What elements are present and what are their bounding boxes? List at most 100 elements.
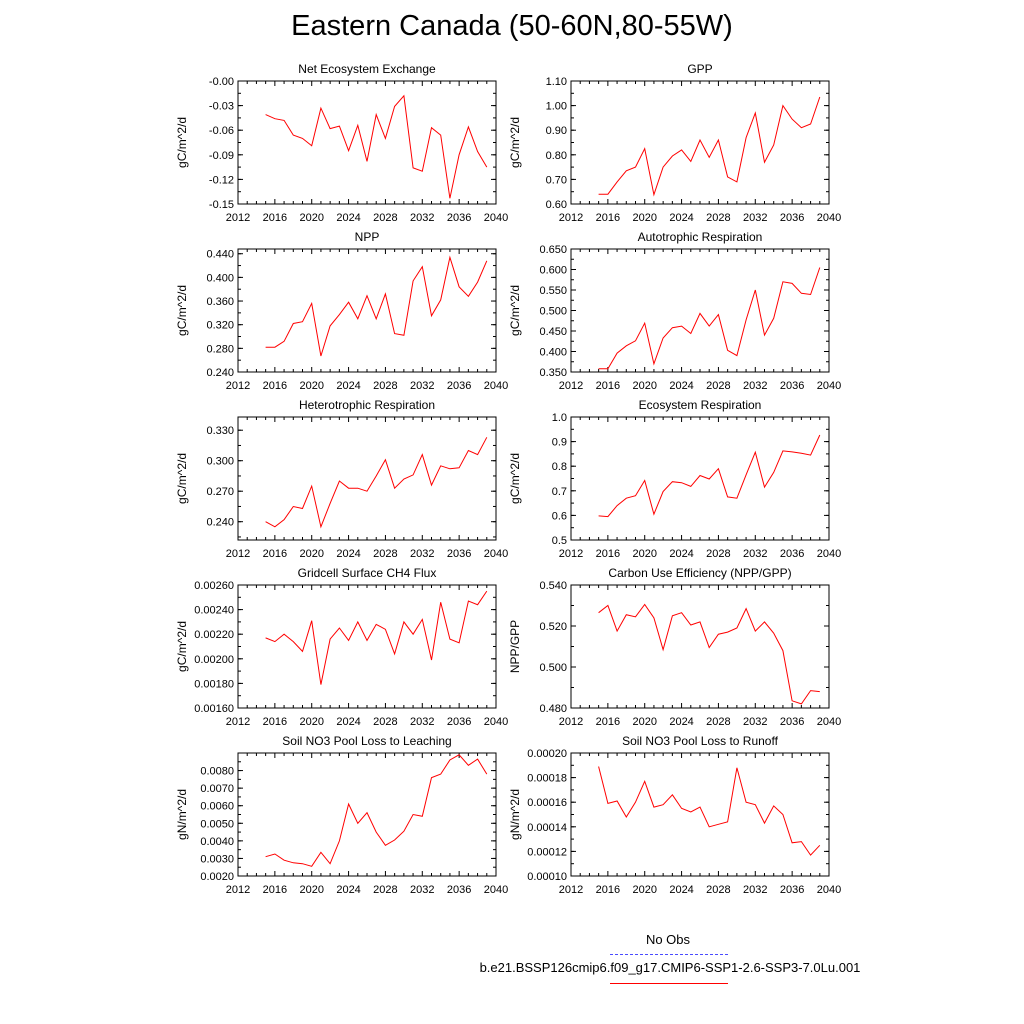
- x-tick-label: 2036: [780, 212, 804, 224]
- y-tick-label: 0.00020: [527, 748, 567, 760]
- x-tick-label: 2012: [559, 380, 583, 392]
- x-tick-label: 2028: [706, 716, 730, 728]
- panel-title: Soil NO3 Pool Loss to Runoff: [622, 734, 779, 748]
- y-tick-label: 0.360: [206, 296, 234, 308]
- x-tick-label: 2032: [743, 884, 767, 896]
- x-tick-label: 2032: [743, 380, 767, 392]
- x-tick-label: 2040: [817, 716, 841, 728]
- x-tick-label: 2028: [373, 212, 397, 224]
- y-tick-label: 0.240: [206, 517, 234, 529]
- x-tick-label: 2036: [780, 884, 804, 896]
- y-tick-label: -0.09: [209, 150, 234, 162]
- x-tick-label: 2028: [373, 884, 397, 896]
- y-tick-label: 0.650: [539, 244, 567, 256]
- y-tick-label: 0.8: [552, 461, 567, 473]
- x-tick-label: 2040: [484, 380, 508, 392]
- x-tick-label: 2020: [299, 716, 323, 728]
- series-line: [598, 434, 821, 518]
- x-tick-label: 2024: [669, 884, 693, 896]
- x-tick-label: 2020: [299, 884, 323, 896]
- x-tick-label: 2040: [484, 548, 508, 560]
- x-tick-label: 2040: [817, 884, 841, 896]
- y-tick-label: 0.60: [546, 199, 567, 211]
- panel-7: Carbon Use Efficiency (NPP/GPP) NPP/GPP 20…: [508, 566, 841, 728]
- x-tick-label: 2024: [336, 380, 360, 392]
- series-line: [265, 754, 488, 867]
- x-tick-label: 2020: [299, 548, 323, 560]
- y-tick-label: -0.03: [209, 101, 234, 113]
- y-tick-label: 0.0050: [200, 818, 234, 830]
- x-tick-label: 2036: [780, 716, 804, 728]
- plot-frame: [570, 248, 830, 373]
- x-tick-label: 2032: [410, 212, 434, 224]
- x-tick-label: 2032: [743, 212, 767, 224]
- x-tick-label: 2024: [669, 212, 693, 224]
- x-tick-label: 2016: [263, 380, 287, 392]
- series-line: [265, 590, 488, 685]
- x-tick-label: 2012: [226, 380, 250, 392]
- x-tick-label: 2036: [447, 380, 471, 392]
- x-tick-label: 2028: [706, 212, 730, 224]
- x-tick-label: 2012: [226, 884, 250, 896]
- x-tick-label: 2016: [263, 884, 287, 896]
- y-tick-label: 0.9: [552, 437, 567, 449]
- y-axis-label: NPP/GPP: [508, 620, 522, 673]
- x-tick-label: 2020: [299, 212, 323, 224]
- plot-frame: [570, 416, 830, 541]
- y-tick-label: 0.280: [206, 343, 234, 355]
- series-line: [598, 96, 821, 197]
- y-axis-label: gC/m^2/d: [175, 621, 189, 672]
- x-tick-label: 2032: [410, 716, 434, 728]
- x-tick-label: 2028: [373, 548, 397, 560]
- series-line: [598, 603, 820, 705]
- plot-frame: [237, 752, 497, 877]
- panel-title: Net Ecosystem Exchange: [298, 62, 436, 76]
- panel-title: Soil NO3 Pool Loss to Leaching: [282, 734, 451, 748]
- y-tick-label: 0.0070: [200, 783, 234, 795]
- y-tick-label: 0.70: [546, 174, 567, 186]
- x-tick-label: 2040: [484, 884, 508, 896]
- series-line: [265, 437, 488, 529]
- x-tick-label: 2036: [447, 716, 471, 728]
- y-tick-label: 0.00240: [194, 605, 234, 617]
- panel-1: GPP gC/m^2/d 2012 2016 2020 2024 2028 2032 2036 2…: [508, 62, 841, 224]
- y-tick-label: 0.00014: [527, 822, 567, 834]
- plot-frame: [237, 584, 497, 709]
- x-tick-label: 2040: [817, 548, 841, 560]
- x-tick-label: 2016: [263, 212, 287, 224]
- y-tick-label: 0.0080: [200, 766, 234, 778]
- y-tick-label: -0.12: [209, 174, 234, 186]
- y-tick-label: 1.0: [552, 412, 567, 424]
- series-line: [598, 766, 821, 856]
- y-tick-label: 0.00018: [527, 773, 567, 785]
- y-tick-label: -0.15: [209, 199, 234, 211]
- y-tick-label: 0.00012: [527, 846, 567, 858]
- x-tick-label: 2032: [410, 380, 434, 392]
- y-tick-label: 0.330: [206, 425, 234, 437]
- y-tick-label: 0.500: [539, 662, 567, 674]
- y-tick-label: 1.00: [546, 101, 567, 113]
- x-tick-label: 2040: [484, 212, 508, 224]
- y-tick-label: 0.00010: [527, 871, 567, 883]
- x-tick-label: 2020: [632, 548, 656, 560]
- y-tick-label: 0.440: [206, 249, 234, 261]
- y-tick-label: 0.0030: [200, 853, 234, 865]
- x-tick-label: 2012: [226, 212, 250, 224]
- x-tick-label: 2016: [596, 884, 620, 896]
- panel-5: Ecosystem Respiration gC/m^2/d 2012 2016 202…: [508, 398, 841, 560]
- x-tick-label: 2016: [596, 212, 620, 224]
- x-tick-label: 2020: [299, 380, 323, 392]
- y-tick-label: 0.6: [552, 510, 567, 522]
- panel-8: Soil NO3 Pool Loss to Leaching gN/m^2/d 20…: [175, 734, 508, 896]
- y-tick-label: 0.540: [539, 580, 567, 592]
- y-tick-label: 0.500: [539, 306, 567, 318]
- panel-title: Autotrophic Respiration: [638, 230, 763, 244]
- y-axis-label: gC/m^2/d: [175, 453, 189, 504]
- x-tick-label: 2012: [559, 212, 583, 224]
- x-tick-label: 2016: [596, 380, 620, 392]
- y-tick-label: 0.00200: [194, 654, 234, 666]
- x-tick-label: 2032: [410, 548, 434, 560]
- y-tick-label: 0.0020: [200, 871, 234, 883]
- x-tick-label: 2024: [336, 716, 360, 728]
- y-axis-label: gN/m^2/d: [175, 789, 189, 840]
